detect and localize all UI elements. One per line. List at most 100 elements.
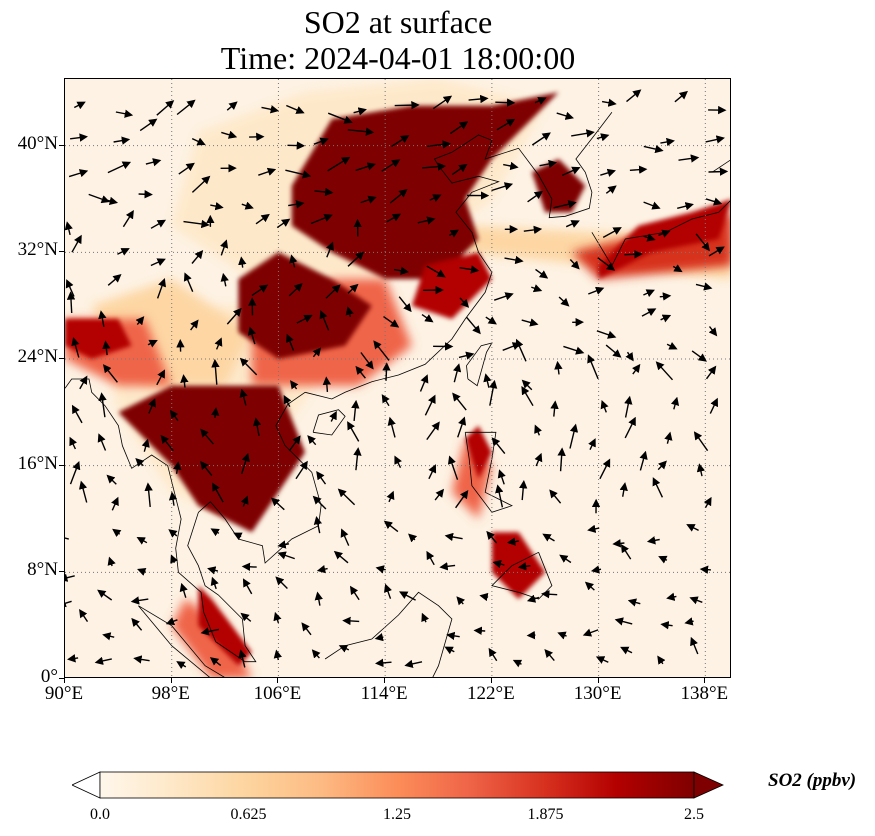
wind-arrow [360, 352, 374, 370]
wind-arrow [327, 156, 351, 172]
y-tick-mark [59, 571, 64, 573]
wind-arrow [588, 286, 605, 295]
wind-arrow [65, 537, 69, 540]
colorbar-gradient [99, 771, 695, 799]
wind-arrow [517, 562, 531, 571]
wind-arrow [535, 268, 549, 279]
wind-arrow [565, 220, 580, 228]
wind-arrow [686, 524, 699, 532]
wind-arrow [561, 166, 581, 177]
wind-arrow [588, 438, 596, 451]
wind-arrow [531, 284, 543, 293]
wind-arrow [496, 118, 516, 131]
wind-arrow [353, 107, 367, 116]
wind-arrow [130, 596, 149, 605]
wind-arrow [639, 450, 648, 471]
wind-arrow [690, 636, 699, 655]
wind-arrow [491, 437, 506, 455]
wind-arrow [684, 617, 694, 626]
wind-arrow [102, 632, 115, 641]
wind-arrow [238, 649, 247, 668]
wind-arrow [102, 364, 118, 383]
wind-arrow [527, 190, 544, 203]
wind-arrow [497, 469, 506, 485]
wind-arrow [353, 447, 362, 471]
wind-arrow [432, 95, 453, 110]
wind-arrow [65, 573, 75, 582]
wind-arrow [355, 365, 366, 379]
wind-arrow [247, 326, 257, 345]
wind-arrow [173, 461, 182, 474]
coastline-segment-1 [65, 378, 322, 663]
wind-arrow [144, 482, 153, 507]
wind-arrow [239, 388, 248, 406]
wind-arrow [641, 308, 657, 317]
wind-arrow [660, 314, 672, 323]
wind-arrow [239, 357, 258, 376]
wind-arrow [226, 307, 242, 325]
wind-arrow [703, 496, 712, 508]
wind-arrow [708, 246, 725, 257]
so2-high-north-china-plain [291, 92, 559, 279]
wind-arrow [495, 484, 504, 508]
x-tick-label: 106°E [253, 683, 302, 704]
wind-arrow [200, 460, 213, 476]
wind-arrow [347, 421, 360, 442]
wind-arrow [65, 221, 73, 236]
x-tick-label: 122°E [467, 683, 515, 704]
wind-arrow [241, 452, 250, 475]
wind-arrow [214, 337, 223, 350]
wind-arrow [71, 337, 80, 358]
wind-arrow [624, 395, 633, 418]
wind-arrow [424, 394, 436, 416]
wind-arrow [156, 278, 166, 299]
wind-arrow [677, 202, 694, 211]
wind-arrow [521, 379, 533, 391]
wind-arrow [345, 306, 354, 318]
wind-arrow [468, 94, 489, 104]
so2-map [65, 79, 730, 677]
colorbar-extend-high [693, 771, 724, 799]
y-tick-mark [59, 358, 64, 359]
wind-arrow [439, 562, 456, 571]
wind-arrow [296, 314, 313, 324]
wind-arrow [180, 374, 189, 388]
wind-arrow [563, 345, 585, 355]
wind-arrow [165, 617, 178, 626]
wind-arrow [168, 529, 178, 538]
coastline-segment-3 [312, 409, 346, 436]
wind-arrow [112, 528, 122, 538]
wind-arrow [491, 182, 514, 192]
wind-arrow [329, 410, 337, 422]
wind-arrow [689, 596, 703, 605]
wind-arrow [426, 140, 451, 149]
wind-arrow [220, 272, 229, 287]
wind-arrow [708, 167, 729, 176]
wind-arrow [417, 216, 436, 225]
wind-arrow [558, 296, 570, 307]
wind-arrow [183, 219, 210, 229]
wind-arrow [65, 599, 72, 608]
wind-arrow [383, 316, 400, 328]
wind-arrow [169, 409, 179, 422]
wind-arrow [612, 539, 625, 548]
wind-arrow [133, 655, 150, 664]
wind-arrow [421, 314, 434, 323]
wind-arrow [375, 658, 392, 668]
wind-arrow [255, 213, 270, 225]
wind-arrow [483, 373, 492, 388]
wind-arrow [355, 162, 376, 172]
wind-arrow [582, 628, 599, 637]
wind-arrow [451, 163, 468, 176]
so2-high-luzon [465, 425, 492, 479]
wind-arrow [160, 434, 174, 452]
y-tick-label: 32°N [17, 239, 58, 261]
wind-arrow [646, 536, 660, 545]
wind-arrow [150, 219, 167, 229]
so2-high-japan [598, 199, 730, 279]
wind-arrow [241, 201, 254, 210]
wind-arrow [559, 554, 572, 564]
wind-arrow [286, 104, 305, 114]
wind-arrow [307, 435, 317, 446]
y-tick-label: 40°N [17, 132, 58, 154]
